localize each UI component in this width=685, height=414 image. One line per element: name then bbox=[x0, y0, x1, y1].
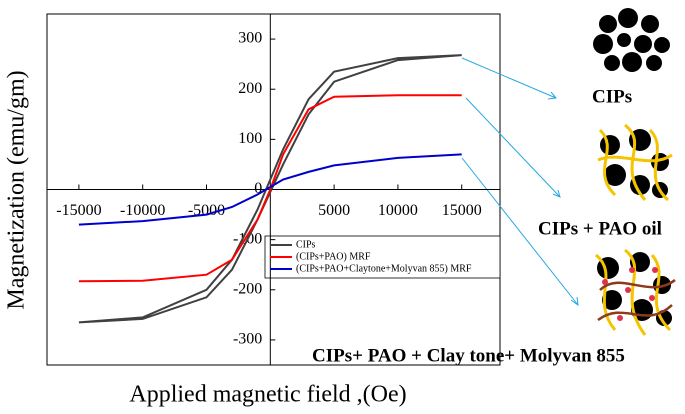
annotation: CIPs + PAO oil bbox=[538, 218, 662, 239]
x-tick-label: 10000 bbox=[378, 202, 418, 219]
legend-label: (CIPs+PAO) MRF bbox=[296, 251, 371, 262]
x-tick-label: 5000 bbox=[318, 202, 350, 219]
series-line bbox=[78, 94, 462, 283]
cips-pao-clay-icon bbox=[594, 248, 676, 336]
annotation: CIPs bbox=[592, 86, 632, 107]
legend-box bbox=[264, 235, 501, 279]
x-tick-label: -10000 bbox=[120, 202, 165, 219]
legend-label: CIPs bbox=[296, 239, 316, 250]
cips-pao-icon bbox=[597, 123, 673, 202]
series-line bbox=[78, 153, 462, 226]
series-line bbox=[78, 54, 462, 324]
x-tick-label: 15000 bbox=[442, 202, 482, 219]
annotation: CIPs+ PAO + Clay tone+ Molyvan 855 bbox=[312, 345, 625, 366]
y-tick-label: -200 bbox=[233, 280, 262, 297]
y-tick-label: -300 bbox=[233, 331, 262, 348]
x-axis-label: Applied magnetic field ,(Oe) bbox=[129, 382, 406, 408]
y-tick-label: 100 bbox=[238, 130, 262, 147]
legend-label: (CIPs+PAO+Claytone+Molyvan 855) MRF bbox=[296, 263, 472, 274]
arrows bbox=[461, 57, 579, 307]
x-tick-label: -15000 bbox=[56, 202, 101, 219]
cips-icon bbox=[593, 8, 670, 72]
y-tick-label: 200 bbox=[238, 80, 262, 97]
y-tick-label: 300 bbox=[238, 30, 262, 47]
y-tick-label: 0 bbox=[254, 180, 262, 197]
y-axis-label: Magnetization (emu/gm) bbox=[4, 70, 30, 309]
